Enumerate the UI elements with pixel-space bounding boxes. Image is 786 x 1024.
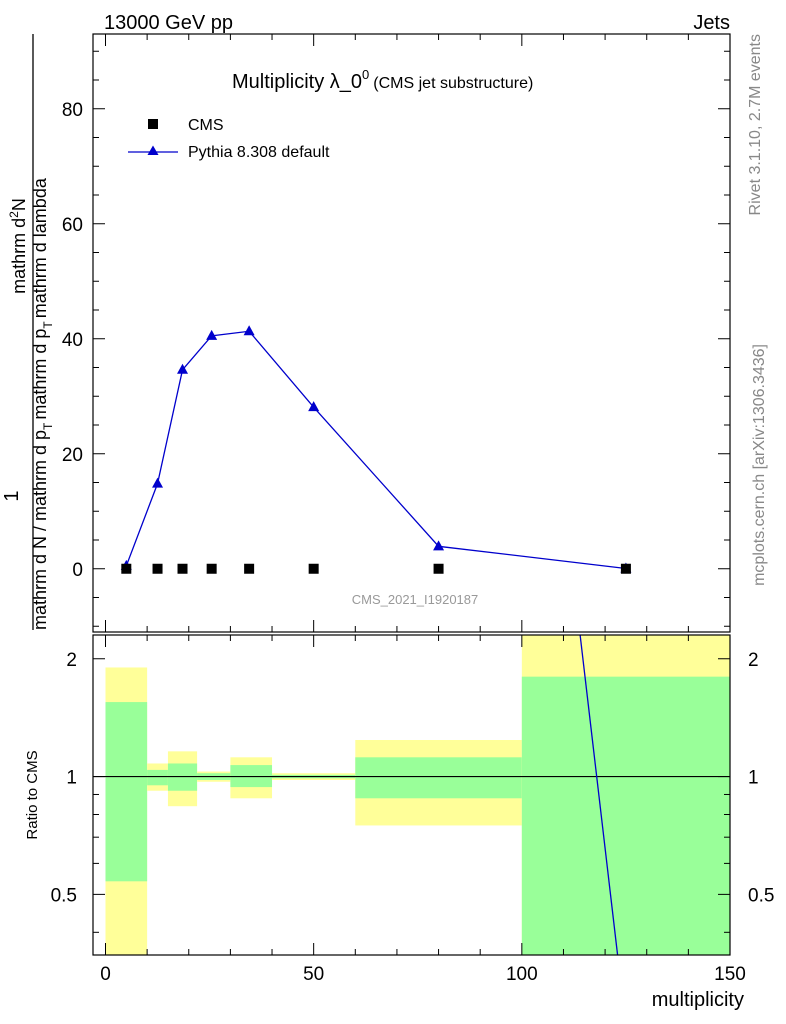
main-ytick-label: 0 [72, 560, 83, 581]
ratio-ytick-label-right: 1 [748, 768, 759, 789]
legend-pythia-label: Pythia 8.308 default [188, 144, 330, 161]
ratio-ytick-label-left: 0.5 [51, 885, 77, 906]
cms-point [152, 563, 163, 574]
x-tick-label: 0 [100, 964, 111, 985]
ratio-ytick-label-left: 2 [66, 650, 77, 671]
rivet-version-label: Rivet 3.1.10, 2.7M events [747, 34, 764, 215]
pythia-point [243, 325, 255, 336]
main-ytick-label: 60 [62, 215, 83, 236]
ratio-band-inner [147, 769, 168, 786]
header-left: 13000 GeV pp [104, 12, 233, 34]
ratio-line-layer [579, 634, 619, 956]
main-ytick-label: 40 [62, 330, 83, 351]
ratio-bands-layer [93, 635, 730, 955]
chart-title: Multiplicity λ_00 (CMS jet substructure) [232, 67, 533, 93]
ylabel-top-b: N [9, 198, 29, 211]
legend-cms-label: CMS [188, 117, 224, 134]
pythia-line [125, 330, 626, 570]
cms-point [244, 563, 255, 574]
pythia-point [152, 477, 164, 488]
ylabel-bottom: mathrm d N / mathrm d pTmathrm d pTmathr… [30, 177, 55, 630]
ratio-ytick-label-right: 2 [748, 650, 759, 671]
ylabel-top-sup: 2 [7, 211, 21, 218]
chart-title-main: Multiplicity λ_0 [232, 71, 362, 93]
ylabel-numerator-one: 1 [1, 490, 23, 501]
ylabel-den-sub2: T [41, 321, 55, 329]
ylabel-den-sub: T [41, 422, 55, 430]
x-tick-label: 150 [714, 964, 746, 985]
cms-point [620, 563, 631, 574]
watermark: CMS_2021_I1920187 [352, 592, 479, 607]
chart-title-sup: 0 [362, 67, 369, 82]
ylabel-den-c: mathrm d lambda [30, 177, 50, 318]
ratio-frame [92, 634, 731, 956]
cms-point [121, 563, 132, 574]
pythia-point [308, 401, 320, 412]
ratio-band-inner [105, 702, 148, 882]
legend-cms-marker [148, 119, 158, 129]
header-right: Jets [693, 12, 730, 34]
main-ylabel: 1 mathrm d2N mathrm d N / mathrm d pTmat… [1, 34, 55, 630]
x-tick-label: 100 [506, 964, 538, 985]
mcplots-label: mcplots.cern.ch [arXiv:1306.3436] [751, 344, 768, 586]
ratio-band-inner [355, 757, 522, 799]
ylabel-top-a: mathrm d [9, 218, 29, 294]
cms-point [177, 563, 188, 574]
ratio-pythia-line [579, 634, 619, 956]
x-axis-label: multiplicity [652, 989, 744, 1011]
legend: CMS Pythia 8.308 default [128, 117, 330, 161]
ratio-ylabel: Ratio to CMS [24, 750, 41, 839]
cms-point [206, 563, 217, 574]
cms-point [308, 563, 319, 574]
ratio-band-inner [521, 676, 730, 955]
pythia-point [433, 540, 445, 551]
cms-point [433, 563, 444, 574]
ylabel-den-a: mathrm d N / mathrm d p [30, 430, 50, 630]
main-ytick-label: 20 [62, 445, 83, 466]
legend-pythia-marker [147, 145, 159, 155]
ylabel-top: mathrm d2N [7, 198, 29, 294]
main-frame [92, 33, 731, 633]
pythia-point [206, 329, 218, 340]
chart-subtitle: (CMS jet substructure) [373, 75, 533, 92]
main-series-layer [120, 325, 632, 574]
ratio-panel: 0 50 100 150 0.5 0.5 1 1 2 2 Ratio to CMS multipl… [24, 634, 774, 1011]
ratio-ytick-label-left: 1 [66, 768, 77, 789]
main-ytick-label: 80 [62, 100, 83, 121]
main-axis-ticks: 0 20 40 60 80 [62, 34, 731, 632]
pythia-point [177, 363, 189, 374]
ylabel-den-b: mathrm d p [30, 329, 50, 420]
ratio-ytick-label-right: 0.5 [748, 885, 774, 906]
x-tick-label: 50 [303, 964, 324, 985]
